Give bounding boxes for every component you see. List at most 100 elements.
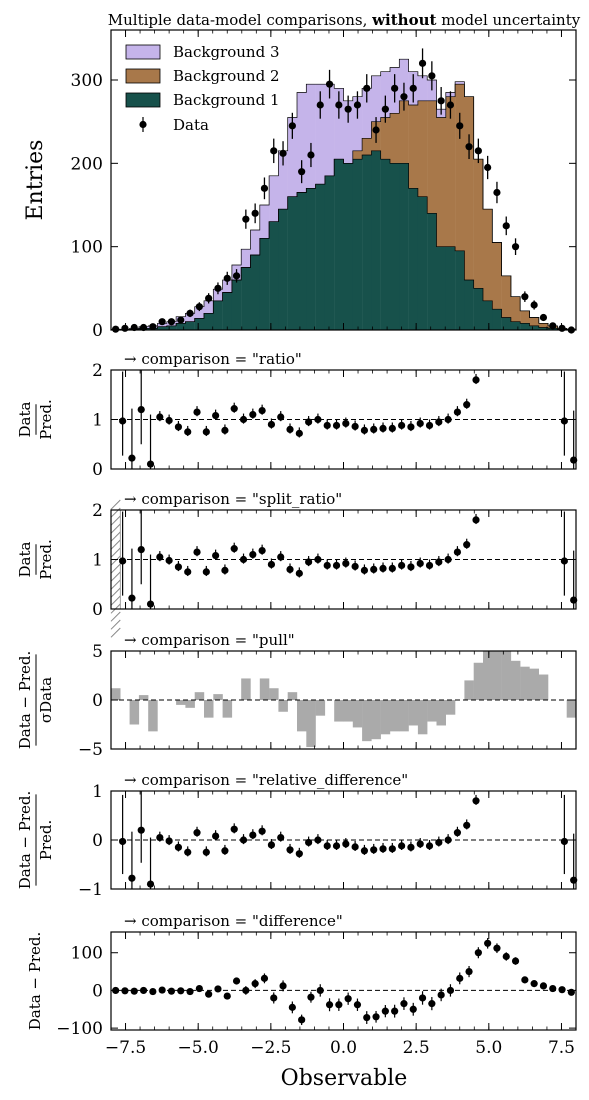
hatch-line — [110, 499, 121, 510]
relative-difference-point-3 — [146, 880, 155, 888]
difference-point-12 — [223, 992, 231, 1000]
bar-background-1-30 — [390, 163, 400, 330]
split_ratio-point-12 — [230, 545, 238, 553]
main-ytick-label: 300 — [71, 71, 103, 91]
bar-background-3-29 — [380, 71, 391, 118]
pull-bar-18 — [278, 700, 288, 712]
subplot-title-split_ratio: → comparison = "split_ratio" — [124, 490, 342, 508]
data-point-2 — [130, 323, 138, 332]
data-point-41 — [493, 188, 501, 197]
bar-background-1-18 — [278, 209, 288, 330]
ylabel-denominator: Pred. — [37, 539, 55, 580]
split_ratio-point-16 — [267, 560, 276, 569]
bar-background-1-31 — [399, 163, 409, 330]
bar-background-3-23 — [324, 84, 335, 176]
relative-difference-point-26 — [360, 847, 369, 855]
data-point-19 — [288, 122, 296, 130]
ratio-point-13 — [239, 415, 248, 424]
relative-difference-point-5 — [165, 837, 173, 845]
hatch-line — [110, 587, 121, 598]
split_ratio-point-5 — [165, 556, 173, 565]
bar-background-3-12 — [222, 280, 233, 293]
ratio-point-25 — [351, 422, 359, 431]
ratio-point-36 — [453, 408, 462, 416]
split_ratio-point-9 — [202, 568, 210, 576]
difference-point-37 — [456, 974, 464, 982]
data-point-16 — [260, 184, 269, 192]
bar-background-1-9 — [194, 318, 205, 330]
data-point-32 — [409, 84, 417, 92]
legend-swatch-0 — [125, 44, 161, 60]
subplot-ytick-pull: 0 — [92, 691, 103, 711]
hatch-line — [110, 627, 121, 638]
ratio-point-23 — [332, 421, 341, 430]
data-point-21 — [307, 151, 315, 159]
data-point-25 — [344, 105, 352, 113]
ratio-point-16 — [267, 420, 276, 429]
bar-background-1-36 — [445, 246, 456, 330]
pull-bar-40 — [483, 651, 493, 700]
data-point-10 — [205, 294, 213, 302]
split_ratio-point-3 — [146, 600, 155, 608]
difference-point-17 — [270, 994, 278, 1002]
subplot-ylabel-relative_difference: Data − Pred. Pred. — [16, 791, 55, 890]
ratio-point-29 — [388, 424, 396, 433]
ratio-point-20 — [305, 418, 313, 426]
split_ratio-point-14 — [249, 550, 257, 559]
relative-difference-point-33 — [425, 842, 434, 850]
title-suffix: model uncertainty — [436, 11, 580, 29]
pull-bar-36 — [445, 700, 456, 715]
data-point-38 — [465, 143, 473, 151]
relative-difference-point-30 — [398, 842, 406, 850]
bar-background-2-44 — [520, 310, 530, 324]
ylabel-denominator: Pred. — [37, 820, 55, 861]
bar-background-2-41 — [492, 242, 502, 310]
main-ytick-label: 100 — [71, 238, 103, 258]
subplot-ytick-ratio: 0 — [92, 460, 103, 480]
difference-point-40 — [484, 939, 492, 947]
difference-point-13 — [232, 977, 241, 985]
difference-point-25 — [344, 995, 352, 1003]
bar-background-3-10 — [204, 300, 214, 314]
bar-background-1-15 — [250, 255, 260, 330]
pull-bar-41 — [492, 651, 502, 700]
bar-background-1-12 — [222, 292, 233, 330]
split_ratio-point-13 — [239, 555, 248, 564]
bar-background-2-45 — [529, 317, 539, 326]
pull-bar-17 — [269, 688, 279, 700]
pull-bar-39 — [473, 662, 484, 700]
ylabel-text: Data − Pred. — [26, 932, 44, 1031]
relative-difference-point-16 — [267, 841, 276, 849]
subplot-ytick-pull: 5 — [92, 642, 103, 662]
relative-difference-point-6 — [174, 843, 183, 851]
bar-background-1-43 — [510, 321, 521, 330]
bar-background-1-25 — [343, 163, 353, 330]
data-point-30 — [391, 84, 399, 92]
data-point-23 — [325, 80, 334, 88]
data-point-43 — [511, 243, 520, 251]
figure-title: Multiple data-model comparisons, without… — [108, 11, 581, 29]
difference-point-33 — [418, 994, 427, 1002]
difference-point-35 — [437, 991, 445, 999]
data-point-15 — [251, 209, 259, 217]
difference-point-42 — [502, 952, 510, 961]
difference-point-21 — [307, 993, 315, 1001]
hatch-line — [110, 555, 121, 566]
ylabel-numerator: Data — [16, 541, 34, 577]
bar-background-3-21 — [306, 84, 316, 189]
split_ratio-point-18 — [286, 565, 294, 574]
ratio-point-15 — [258, 406, 266, 415]
bar-background-2-27 — [362, 138, 372, 155]
split_ratio-point-20 — [305, 558, 313, 566]
difference-point-39 — [474, 949, 482, 957]
pull-bar-44 — [520, 666, 530, 700]
xtick-label: −5.0 — [178, 1038, 219, 1058]
difference-point-6 — [167, 987, 176, 995]
hatch-line — [110, 507, 121, 518]
split_ratio-point-33 — [425, 561, 434, 570]
ratio-point-14 — [249, 410, 257, 419]
data-point-34 — [428, 72, 436, 80]
bar-background-1-5 — [157, 326, 167, 330]
difference-point-32 — [409, 1005, 417, 1013]
relative-difference-point-23 — [332, 842, 341, 850]
